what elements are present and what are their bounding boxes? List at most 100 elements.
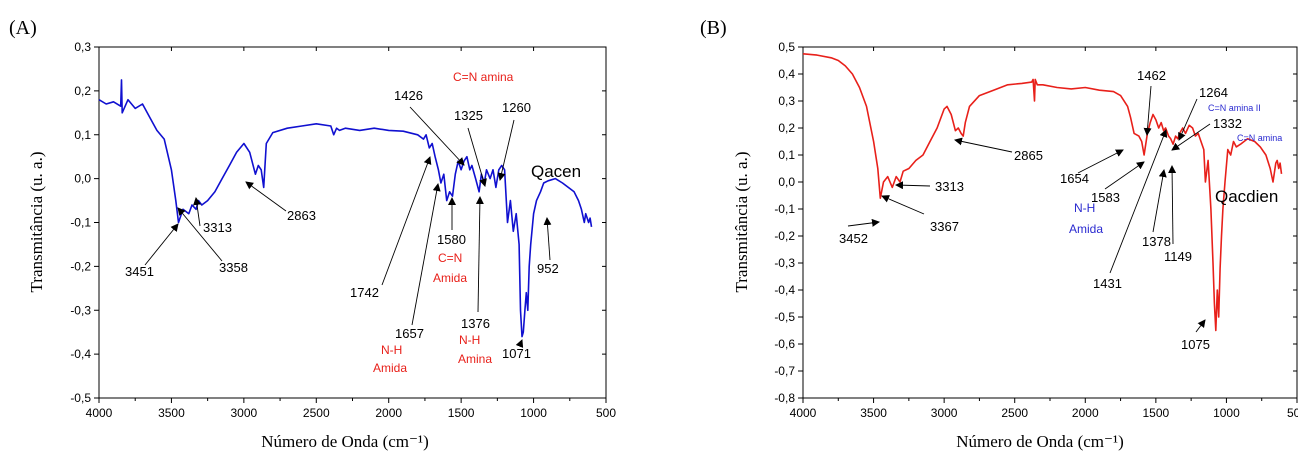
- peak-label: 1462: [1137, 68, 1166, 83]
- peak-arrow: [1195, 319, 1206, 333]
- band-assignment-label: C=N amina: [453, 70, 514, 84]
- peak-arrow: [895, 181, 931, 190]
- x-tick-label: 3500: [860, 406, 887, 420]
- band-assignment-label: N-H: [1074, 201, 1095, 215]
- peak-arrow: [1152, 169, 1167, 233]
- peak-label: 1260: [502, 100, 531, 115]
- y-tick-label: 0,2: [778, 121, 795, 135]
- peak-label: 1431: [1093, 276, 1122, 291]
- peak-arrow: [1077, 149, 1124, 174]
- peak-label: 1657: [395, 326, 424, 341]
- x-tick-label: 500: [1287, 406, 1298, 420]
- peak-arrow: [144, 223, 179, 266]
- y-tick-label: -0,4: [774, 283, 795, 297]
- peak-arrow: [409, 106, 465, 166]
- band-assignment-label: Amina: [458, 352, 492, 366]
- x-tick-label: 1500: [1143, 406, 1170, 420]
- peak-label: 1075: [1181, 337, 1210, 352]
- peak-arrow: [245, 181, 287, 212]
- peak-arrow: [475, 196, 484, 313]
- peak-arrow: [515, 339, 524, 348]
- peak-label: 1583: [1091, 190, 1120, 205]
- y-axis-title: Transmitância (u. a.): [732, 151, 751, 292]
- x-tick-label: 4000: [86, 406, 113, 420]
- chart-panel-b: (B) 4000 3500 3000 2500 2000 1500 1000 500 -0,8 -0…: [700, 17, 1298, 451]
- peak-label: 952: [537, 261, 559, 276]
- x-tick-label: 2000: [1072, 406, 1099, 420]
- peak-arrow: [497, 119, 515, 181]
- x-tick-label: 2000: [375, 406, 402, 420]
- peak-arrow: [193, 197, 201, 227]
- y-tick-label: -0,3: [70, 303, 91, 317]
- y-tick-label: 0,3: [74, 40, 91, 54]
- panel-label: (A): [9, 17, 37, 39]
- y-tick-label: -0,5: [774, 310, 795, 324]
- peak-arrow: [1168, 165, 1177, 245]
- series-line-qacdien: [802, 53, 1283, 332]
- peak-label: 2863: [287, 208, 316, 223]
- x-tick-label: 1000: [520, 406, 547, 420]
- sample-name-label: Qacdien: [1215, 187, 1278, 206]
- peak-label: 3367: [930, 219, 959, 234]
- y-tick-label: -0,7: [774, 364, 795, 378]
- band-assignment-label: C=N amina: [1237, 133, 1282, 143]
- peak-arrow: [881, 195, 925, 215]
- y-tick-label: -0,5: [70, 391, 91, 405]
- band-assignment-label: Amida: [1069, 222, 1103, 236]
- peak-label: 1426: [394, 88, 423, 103]
- peak-label: 3358: [219, 260, 248, 275]
- y-tick-label: -0,8: [774, 391, 795, 405]
- peak-arrow: [467, 127, 487, 187]
- peak-label: 1376: [461, 316, 490, 331]
- peak-label: 1264: [1199, 85, 1228, 100]
- peak-label: 3313: [203, 220, 232, 235]
- y-tick-label: 0,2: [74, 84, 91, 98]
- y-tick-label: 0,1: [74, 128, 91, 142]
- series-line-qacen: [98, 79, 593, 338]
- peak-label: 1071: [502, 346, 531, 361]
- x-tick-label: 2500: [303, 406, 330, 420]
- peak-label: 1378: [1142, 234, 1171, 249]
- y-tick-label: -0,3: [774, 256, 795, 270]
- y-tick-label: -0,4: [70, 347, 91, 361]
- peak-label: 1149: [1164, 249, 1192, 264]
- sample-name-label: Qacen: [531, 162, 581, 181]
- peak-arrow: [1143, 85, 1152, 136]
- peak-label: 3313: [935, 179, 964, 194]
- peak-arrow: [847, 218, 880, 227]
- peak-label: 3451: [125, 264, 154, 279]
- peak-label: 3452: [839, 231, 868, 246]
- x-tick-label: 1000: [1213, 406, 1240, 420]
- x-tick-label: 3500: [158, 406, 185, 420]
- x-axis-title: Número de Onda (cm⁻¹): [956, 432, 1124, 451]
- x-tick-label: 1500: [448, 406, 475, 420]
- chart-panel-a: (A) 4000 3500 3000 2500 2000 1500 1000 500 -0,5 -0…: [9, 17, 616, 451]
- y-tick-label: -0,6: [774, 337, 795, 351]
- peak-arrow: [543, 217, 552, 261]
- peak-arrow: [1171, 123, 1211, 151]
- peak-arrow: [381, 156, 432, 286]
- y-tick-label: -0,2: [70, 259, 91, 273]
- band-assignment-label: N-H: [459, 333, 480, 347]
- x-axis-title: Número de Onda (cm⁻¹): [261, 432, 429, 451]
- y-tick-label: -0,1: [774, 202, 795, 216]
- peak-label: 1654: [1060, 171, 1089, 186]
- y-tick-label: 0,0: [74, 172, 91, 186]
- band-assignment-label: Amida: [373, 361, 407, 375]
- peak-arrow: [1109, 129, 1168, 274]
- y-tick-label: 0,0: [778, 175, 795, 189]
- y-axis-title: Transmitância (u. a.): [27, 151, 46, 292]
- panel-label: (B): [700, 17, 727, 39]
- band-assignment-label: N-H: [381, 343, 402, 357]
- x-tick-label: 3000: [931, 406, 958, 420]
- peak-label: 1325: [454, 108, 483, 123]
- peak-label: 2865: [1014, 148, 1043, 163]
- y-tick-label: 0,4: [778, 67, 795, 81]
- peak-arrow: [1104, 161, 1145, 190]
- band-assignment-label: C=N: [438, 251, 462, 265]
- peak-label: 1742: [350, 285, 379, 300]
- peak-label: 1580: [437, 232, 466, 247]
- x-tick-label: 2500: [1001, 406, 1028, 420]
- x-tick-label: 3000: [231, 406, 258, 420]
